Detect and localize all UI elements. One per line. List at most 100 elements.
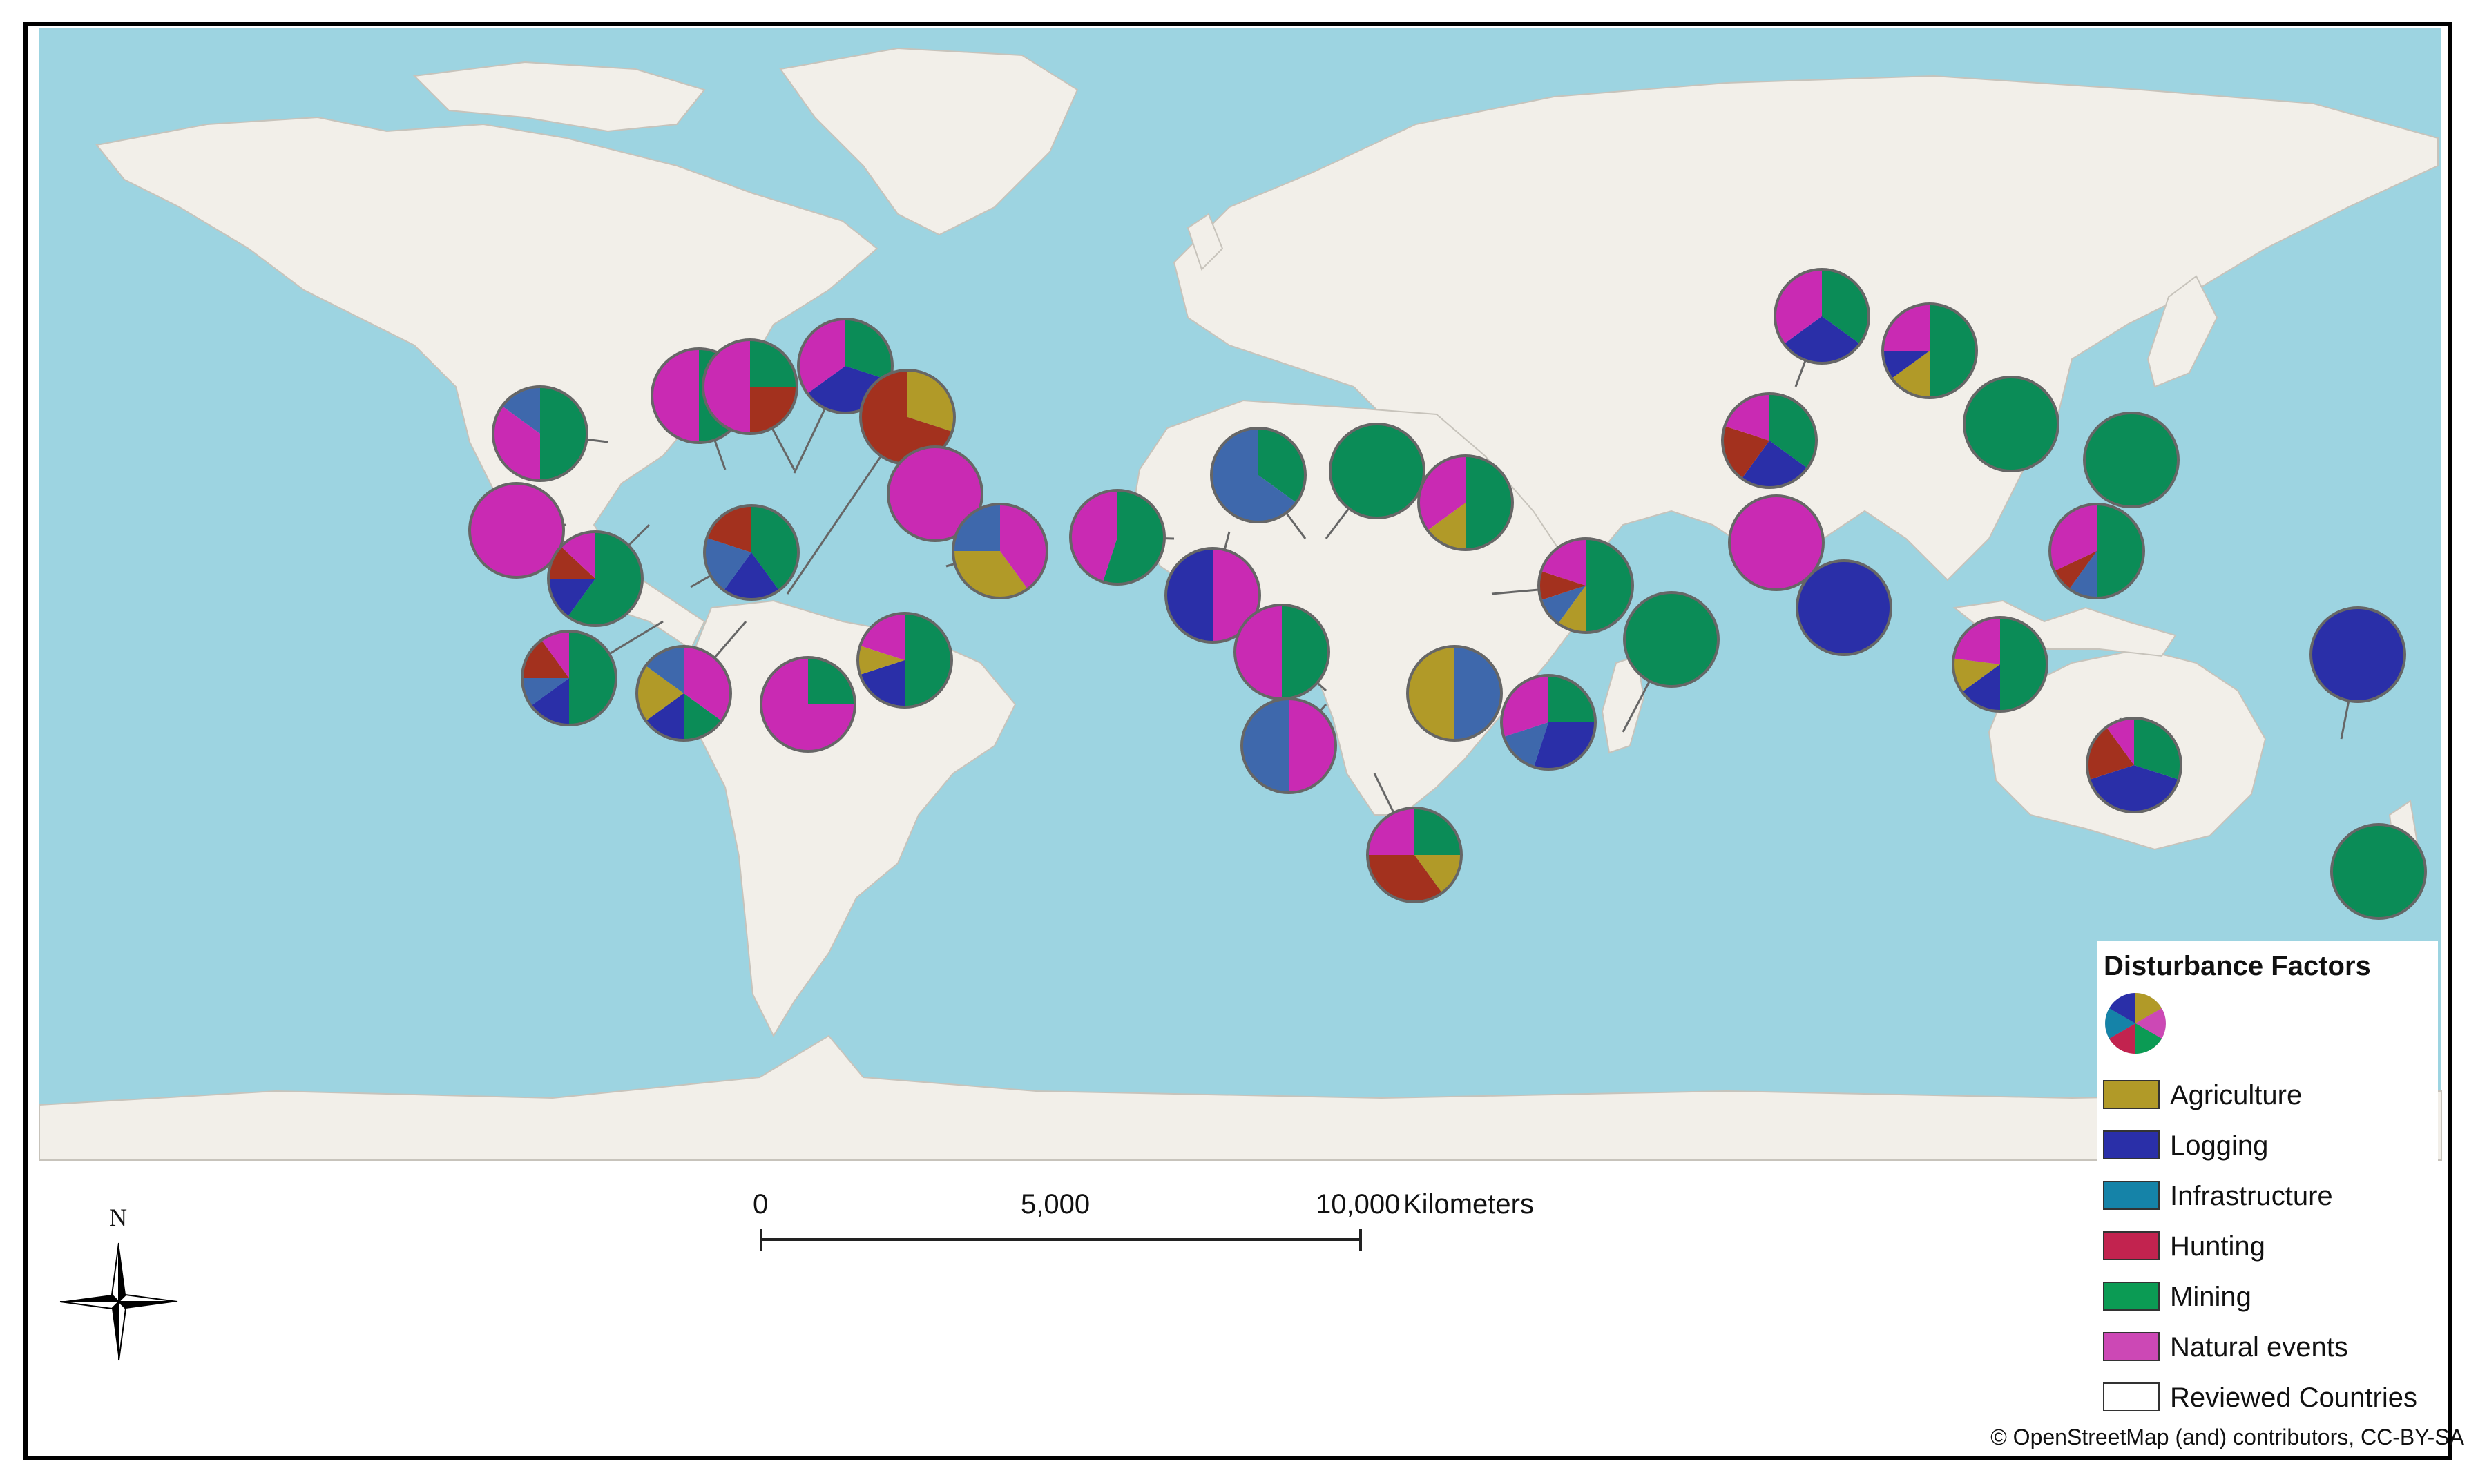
pie-slice-hunting	[1722, 425, 1769, 479]
pie-slice-mining	[808, 657, 855, 704]
pie-slice-mining	[568, 532, 642, 626]
pie-slice-logging	[1533, 722, 1595, 769]
disturbance-pie-36[interactable]	[2309, 606, 2406, 703]
pie-outline	[547, 530, 644, 627]
pie-slice-hunting	[548, 546, 595, 579]
disturbance-pie-33[interactable]	[1796, 559, 1892, 656]
legend-label-reviewed-countries: Reviewed Countries	[2170, 1382, 2417, 1413]
pie-slice-natural	[1501, 675, 1548, 738]
land-uk	[1187, 213, 1224, 271]
disturbance-pie-23[interactable]	[1537, 537, 1634, 634]
legend-label-natural-events: Natural events	[2170, 1332, 2348, 1362]
pie-outline	[1881, 302, 1978, 399]
disturbance-pie-27[interactable]	[1774, 268, 1870, 365]
disturbance-pie-15[interactable]	[1069, 489, 1166, 586]
legend-items: Agriculture Logging Infrastructure Hunting M…	[2103, 1080, 2417, 1413]
pie-slice-mining	[1414, 808, 1461, 855]
pie-outline	[952, 503, 1048, 599]
pie-outline	[1366, 807, 1463, 903]
pie-slice-hunting	[1539, 570, 1586, 601]
disturbance-pie-1[interactable]	[492, 385, 588, 482]
disturbance-pie-31[interactable]	[2083, 412, 2180, 508]
disturbance-pie-29[interactable]	[1721, 392, 1818, 489]
disturbance-pie-11[interactable]	[521, 630, 617, 726]
pie-slice-agriculture	[1408, 646, 1454, 740]
pie-outline	[760, 656, 856, 753]
legend-swatch-mining	[2103, 1282, 2160, 1311]
pie-slice-infra	[1242, 699, 1289, 793]
pie-slice-natural	[1775, 269, 1822, 344]
land-greenland	[779, 47, 1079, 236]
land-arctic-islands	[412, 61, 706, 133]
disturbance-pie-26[interactable]	[1623, 591, 1720, 688]
pie-outline	[1069, 489, 1166, 586]
disturbance-pie-20[interactable]	[1233, 604, 1330, 700]
disturbance-pie-5[interactable]	[859, 369, 956, 465]
legend-swatch-natural-events	[2103, 1332, 2160, 1361]
disturbance-pie-32[interactable]	[1728, 494, 1825, 591]
disturbance-pie-3[interactable]	[702, 338, 798, 435]
pie-outline	[492, 385, 588, 482]
pie-slice-mining	[751, 505, 799, 591]
pie-slice-logging	[860, 660, 905, 707]
pie-slice-natural	[1883, 304, 1930, 351]
pie-outline	[1537, 537, 1634, 634]
pie-outline	[1728, 494, 1825, 591]
pie-slice-natural	[703, 340, 750, 434]
pie-slice-mining	[845, 319, 893, 381]
legend-label-infrastructure: Infrastructure	[2170, 1181, 2333, 1211]
pie-slice-natural	[1419, 456, 1466, 530]
disturbance-pie-28[interactable]	[1881, 302, 1978, 399]
compass-rose-icon: N	[59, 1204, 178, 1361]
disturbance-pie-35[interactable]	[1952, 616, 2048, 713]
pie-slice-agriculture	[1891, 351, 1930, 398]
pie-slice-logging	[530, 678, 569, 725]
pie-outline	[702, 338, 798, 435]
disturbance-pie-34[interactable]	[2048, 503, 2145, 599]
pie-slice-natural	[470, 483, 564, 577]
pie-slice-mining	[1102, 490, 1164, 584]
pie-slice-natural	[652, 349, 699, 443]
disturbance-pie-13[interactable]	[760, 656, 856, 753]
pie-slice-logging	[2311, 608, 2405, 702]
disturbance-pie-18[interactable]	[1329, 423, 1425, 519]
pie-slice-agriculture	[1558, 586, 1586, 633]
disturbance-pie-14[interactable]	[856, 612, 953, 709]
legend-swatch-hunting	[2103, 1231, 2160, 1260]
disturbance-pie-38[interactable]	[2330, 823, 2427, 920]
pie-outline	[1774, 268, 1870, 365]
pie-slice-natural	[1367, 808, 1414, 855]
pie-outline	[703, 504, 800, 601]
disturbance-pie-19[interactable]	[1417, 454, 1514, 551]
disturbance-pie-24[interactable]	[1500, 674, 1597, 771]
disturbance-pie-9[interactable]	[887, 445, 983, 542]
disturbance-pie-6[interactable]	[468, 482, 565, 579]
pie-slice-mining	[1624, 592, 1718, 686]
pie-outline	[2309, 606, 2406, 703]
disturbance-pie-25[interactable]	[1366, 807, 1463, 903]
pie-slice-natural	[1235, 605, 1282, 699]
pie-outline	[887, 445, 983, 542]
pie-slice-infra	[501, 387, 540, 434]
disturbance-pie-7[interactable]	[547, 530, 644, 627]
disturbance-pie-21[interactable]	[1240, 697, 1337, 794]
pie-slice-infra	[2069, 551, 2097, 599]
disturbance-pie-30[interactable]	[1963, 376, 2059, 472]
pie-outline	[2330, 823, 2427, 920]
disturbance-pie-10[interactable]	[952, 503, 1048, 599]
pie-slice-logging	[1797, 561, 1891, 655]
disturbance-pie-12[interactable]	[635, 645, 732, 742]
disturbance-pie-8[interactable]	[703, 504, 800, 601]
disturbance-pie-37[interactable]	[2086, 717, 2182, 813]
disturbance-pie-17[interactable]	[1210, 427, 1307, 523]
pie-slice-logging	[1166, 548, 1213, 642]
pie-outline	[2083, 412, 2180, 508]
pie-slice-natural	[684, 646, 731, 721]
pie-outline	[635, 645, 732, 742]
legend-swatch-infrastructure	[2103, 1181, 2160, 1210]
disturbance-pie-22[interactable]	[1406, 645, 1503, 742]
pie-slice-natural	[1729, 496, 1823, 590]
pie-outline	[468, 482, 565, 579]
legend-swatch-agriculture	[2103, 1080, 2160, 1109]
